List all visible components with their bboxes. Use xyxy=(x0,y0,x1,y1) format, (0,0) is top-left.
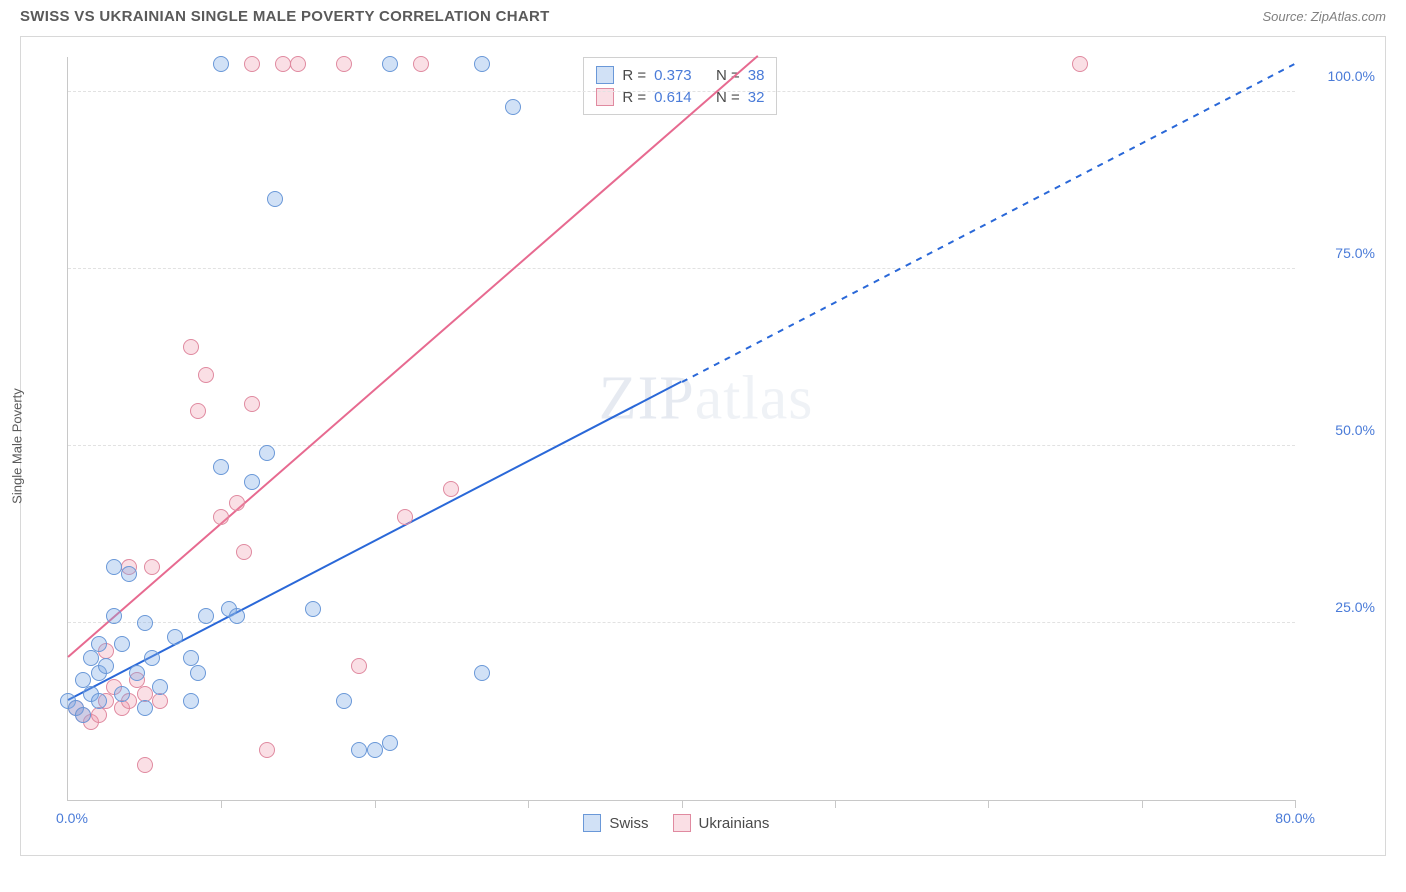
scatter-point-swiss xyxy=(336,693,352,709)
scatter-point-ukr xyxy=(183,339,199,355)
scatter-point-ukr xyxy=(413,56,429,72)
scatter-point-swiss xyxy=(144,650,160,666)
scatter-point-ukr xyxy=(397,509,413,525)
scatter-point-swiss xyxy=(198,608,214,624)
scatter-point-ukr xyxy=(290,56,306,72)
scatter-point-swiss xyxy=(474,56,490,72)
plot-area: ZIPatlas 0.0% 80.0% R =0.373 N =38R =0.6… xyxy=(67,57,1295,801)
scatter-point-ukr xyxy=(336,56,352,72)
scatter-point-swiss xyxy=(229,608,245,624)
scatter-point-swiss xyxy=(91,636,107,652)
scatter-point-swiss xyxy=(137,700,153,716)
scatter-point-swiss xyxy=(474,665,490,681)
gridline-h xyxy=(68,622,1295,623)
series-legend-label: Ukrainians xyxy=(699,815,770,832)
scatter-point-ukr xyxy=(244,396,260,412)
scatter-point-swiss xyxy=(244,474,260,490)
correlation-legend: R =0.373 N =38R =0.614 N =32 xyxy=(583,57,777,115)
y-axis-label: Single Male Poverty xyxy=(10,388,25,504)
gridline-h xyxy=(68,445,1295,446)
scatter-point-swiss xyxy=(305,601,321,617)
scatter-point-ukr xyxy=(236,544,252,560)
scatter-point-ukr xyxy=(275,56,291,72)
series-legend: Swiss Ukrainians xyxy=(583,814,769,832)
regression-line xyxy=(67,55,758,658)
scatter-point-swiss xyxy=(505,99,521,115)
scatter-point-ukr xyxy=(152,693,168,709)
x-tick xyxy=(682,800,683,808)
legend-swatch-icon xyxy=(596,66,614,84)
y-tick-label: 100.0% xyxy=(1303,68,1375,84)
scatter-point-swiss xyxy=(152,679,168,695)
chart-container: Single Male Poverty ZIPatlas 0.0% 80.0% … xyxy=(20,36,1386,856)
scatter-point-swiss xyxy=(98,658,114,674)
scatter-point-ukr xyxy=(198,367,214,383)
gridline-h xyxy=(68,91,1295,92)
x-tick xyxy=(375,800,376,808)
gridline-h xyxy=(68,268,1295,269)
y-tick-label: 75.0% xyxy=(1303,245,1375,261)
scatter-point-ukr xyxy=(244,56,260,72)
scatter-point-swiss xyxy=(367,742,383,758)
series-legend-item: Swiss xyxy=(583,814,648,832)
scatter-point-swiss xyxy=(190,665,206,681)
legend-row: R =0.614 N =32 xyxy=(596,86,764,108)
y-tick-label: 50.0% xyxy=(1303,422,1375,438)
x-axis-max-label: 80.0% xyxy=(1275,810,1315,826)
scatter-point-ukr xyxy=(1072,56,1088,72)
watermark: ZIPatlas xyxy=(599,363,814,434)
x-tick xyxy=(1295,800,1296,808)
x-tick xyxy=(835,800,836,808)
series-legend-label: Swiss xyxy=(609,815,648,832)
scatter-point-swiss xyxy=(382,56,398,72)
legend-n-value: 38 xyxy=(748,67,765,84)
scatter-point-swiss xyxy=(267,191,283,207)
scatter-point-swiss xyxy=(106,608,122,624)
legend-r-label: R = xyxy=(622,67,646,84)
scatter-point-swiss xyxy=(183,693,199,709)
scatter-point-ukr xyxy=(137,757,153,773)
scatter-point-swiss xyxy=(167,629,183,645)
scatter-point-swiss xyxy=(91,693,107,709)
legend-row: R =0.373 N =38 xyxy=(596,64,764,86)
scatter-point-swiss xyxy=(137,615,153,631)
scatter-point-ukr xyxy=(259,742,275,758)
regression-line xyxy=(68,381,682,701)
scatter-point-swiss xyxy=(382,735,398,751)
scatter-point-ukr xyxy=(91,707,107,723)
series-legend-item: Ukrainians xyxy=(673,814,770,832)
scatter-point-swiss xyxy=(351,742,367,758)
scatter-point-swiss xyxy=(129,665,145,681)
scatter-point-swiss xyxy=(213,56,229,72)
scatter-point-ukr xyxy=(229,495,245,511)
x-tick xyxy=(528,800,529,808)
legend-r-value: 0.373 xyxy=(654,67,692,84)
x-tick xyxy=(988,800,989,808)
scatter-point-ukr xyxy=(190,403,206,419)
chart-title: SWISS VS UKRAINIAN SINGLE MALE POVERTY C… xyxy=(20,8,550,25)
scatter-point-swiss xyxy=(259,445,275,461)
legend-swatch-icon xyxy=(673,814,691,832)
x-tick xyxy=(1142,800,1143,808)
scatter-point-ukr xyxy=(144,559,160,575)
scatter-point-ukr xyxy=(351,658,367,674)
y-tick-label: 25.0% xyxy=(1303,599,1375,615)
scatter-point-ukr xyxy=(443,481,459,497)
scatter-point-swiss xyxy=(106,559,122,575)
scatter-point-swiss xyxy=(75,707,91,723)
x-axis-min-label: 0.0% xyxy=(56,810,88,826)
x-tick xyxy=(221,800,222,808)
watermark-light: atlas xyxy=(695,364,814,432)
scatter-point-swiss xyxy=(213,459,229,475)
scatter-point-ukr xyxy=(213,509,229,525)
scatter-point-swiss xyxy=(121,566,137,582)
scatter-point-swiss xyxy=(114,686,130,702)
legend-swatch-icon xyxy=(583,814,601,832)
scatter-point-swiss xyxy=(114,636,130,652)
source-label: Source: ZipAtlas.com xyxy=(1262,9,1386,24)
